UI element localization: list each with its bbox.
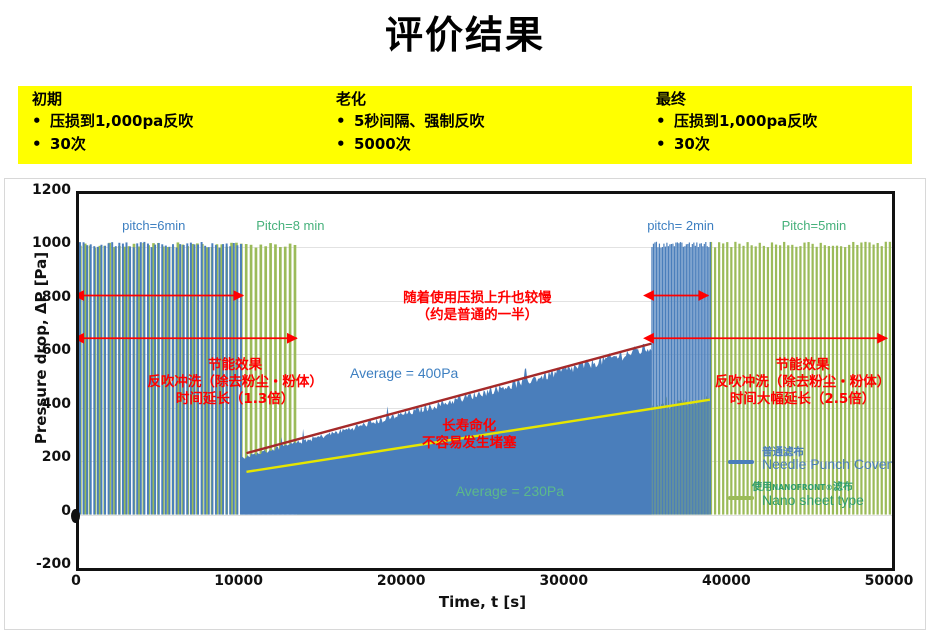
pressure-drop-chart: Pressure drop, ΔP [Pa] 1200 1000 800 600 400… [4, 178, 926, 630]
banner-list-item: • 5000次 [336, 133, 484, 156]
banner-column-aging: 老化 • 5秒间隔、强制反吹 • 5000次 [336, 90, 484, 156]
x-axis-title-text: Time, t [s] [438, 593, 527, 611]
legend-item-conventional[interactable]: 普通滤布 Needle Punch Coventinal [728, 446, 895, 482]
annotation-line: 节能效果 [775, 356, 830, 373]
annotation-line: （约是普通的一半） [416, 307, 539, 324]
gridline [79, 247, 892, 249]
x-tick-label: 30000 [539, 573, 589, 589]
bullet-icon: • [336, 112, 346, 130]
bullet-icon: • [656, 112, 666, 130]
y-tick-label: 0 [61, 502, 71, 519]
y-tick-label: 600 [41, 342, 71, 359]
banner-item-text: 5000次 [354, 135, 411, 153]
legend-color-swatch-green [728, 496, 754, 500]
plot-area: pitch=6min Pitch=8 min pitch= 2min Pitch=5m… [76, 191, 895, 571]
annotation-line: 时间延长（1.3倍） [175, 390, 295, 407]
banner-list-item: • 30次 [32, 133, 193, 156]
y-tick-label: 1200 [32, 182, 71, 198]
legend-color-swatch-blue [728, 460, 754, 464]
x-tick-label: 50000 [864, 573, 914, 589]
average-label-nanosheet: Average = 230Pa [455, 483, 565, 500]
y-tick-label: -200 [35, 556, 71, 572]
green-trend [246, 398, 711, 474]
annotation-line: 时间大幅延长（2.5倍） [729, 390, 876, 407]
bullet-icon: • [32, 112, 42, 130]
gridline [79, 354, 892, 356]
pitch-label-1: pitch=6min [122, 218, 186, 233]
annotation-middle-note: 随着使用压损上升也较慢 （约是普通的一半） [403, 290, 552, 324]
gridline [79, 514, 892, 516]
legend-label-en: Needle Punch Coventinal [762, 456, 895, 472]
banner-heading: 最终 [656, 90, 687, 108]
banner-list-item: • 30次 [656, 133, 817, 156]
annotation-line: 节能效果 [208, 356, 263, 373]
bullet-icon: • [336, 135, 346, 153]
brand-name: NANOFRONT® [772, 483, 833, 492]
annotation-line: 随着使用压损上升也较慢 [403, 290, 552, 307]
x-tick-label: 40000 [702, 573, 751, 589]
bullet-icon: • [656, 135, 666, 153]
pitch-label-3: pitch= 2min [647, 218, 715, 233]
banner-item-text: 压损到1,000pa反吹 [674, 112, 818, 130]
banner-item-text: 压损到1,000pa反吹 [50, 112, 194, 130]
pitch-label-4: Pitch=5min [781, 218, 847, 233]
banner-heading: 老化 [336, 90, 367, 108]
chart-legend: 普通滤布 Needle Punch Coventinal 使用NANOFRONT… [728, 446, 895, 518]
legend-label-cn: 普通滤布 [762, 446, 804, 458]
banner-item-text: 30次 [674, 135, 710, 153]
banner-item-text: 5秒间隔、强制反吹 [354, 112, 485, 130]
series-needle-punch [79, 241, 711, 515]
annotation-left-note: 节能效果 反吹冲洗（除去粉尘・粉体） 时间延长（1.3倍） [147, 357, 323, 408]
banner-heading: 初期 [32, 90, 63, 108]
y-tick-label: 800 [41, 288, 71, 305]
x-axis-title: Time, t [s] [76, 593, 889, 611]
conditions-banner: 初期 • 压损到1,000pa反吹 • 30次 老化 • 5秒间隔、强制反吹 • 500… [18, 86, 912, 164]
series-canvas [79, 241, 891, 515]
banner-list-item: • 压损到1,000pa反吹 [656, 110, 817, 133]
x-tick-label: 0 [71, 573, 81, 589]
banner-list-item: • 压损到1,000pa反吹 [32, 110, 193, 133]
gridline [79, 300, 892, 302]
annotation-line: 反吹冲洗（除去粉尘・粉体） [714, 373, 891, 390]
y-tick-label: 400 [41, 395, 71, 412]
y-tick-label: 200 [41, 449, 71, 466]
legend-label-cn: 使用NANOFRONT®滤布 [752, 482, 853, 493]
y-axis-ticks: 1200 1000 800 600 400 200 0 -200 [5, 179, 71, 579]
legend-label-en: Nano sheet type [762, 492, 864, 508]
annotation-right-note: 节能效果 反吹冲洗（除去粉尘・粉体） 时间大幅延长（2.5倍） [715, 357, 891, 408]
banner-column-final: 最终 • 压损到1,000pa反吹 • 30次 [656, 90, 817, 156]
x-tick-label: 10000 [214, 573, 263, 589]
annotation-line: 长寿命化 [442, 418, 497, 435]
origin-marker [71, 509, 80, 523]
y-tick-label: 1000 [32, 235, 71, 252]
annotation-line: 不容易发生堵塞 [421, 435, 517, 452]
banner-list-item: • 5秒间隔、强制反吹 [336, 110, 484, 133]
annotation-center-lifetime-note: 长寿命化 不容易发生堵塞 [422, 418, 517, 452]
legend-item-nanosheet[interactable]: 使用NANOFRONT®滤布 Nano sheet type [728, 482, 892, 518]
x-tick-label: 20000 [376, 573, 426, 589]
banner-column-initial: 初期 • 压损到1,000pa反吹 • 30次 [32, 90, 193, 156]
average-label-conventional: Average = 400Pa [350, 364, 459, 381]
bullet-icon: • [32, 135, 42, 153]
pitch-label-2: Pitch=8 min [256, 218, 325, 233]
page-title: 评价结果 [384, 13, 545, 57]
annotation-line: 反吹冲洗（除去粉尘・粉体） [147, 373, 323, 390]
banner-item-text: 30次 [50, 135, 86, 153]
blue-trend [246, 342, 652, 455]
